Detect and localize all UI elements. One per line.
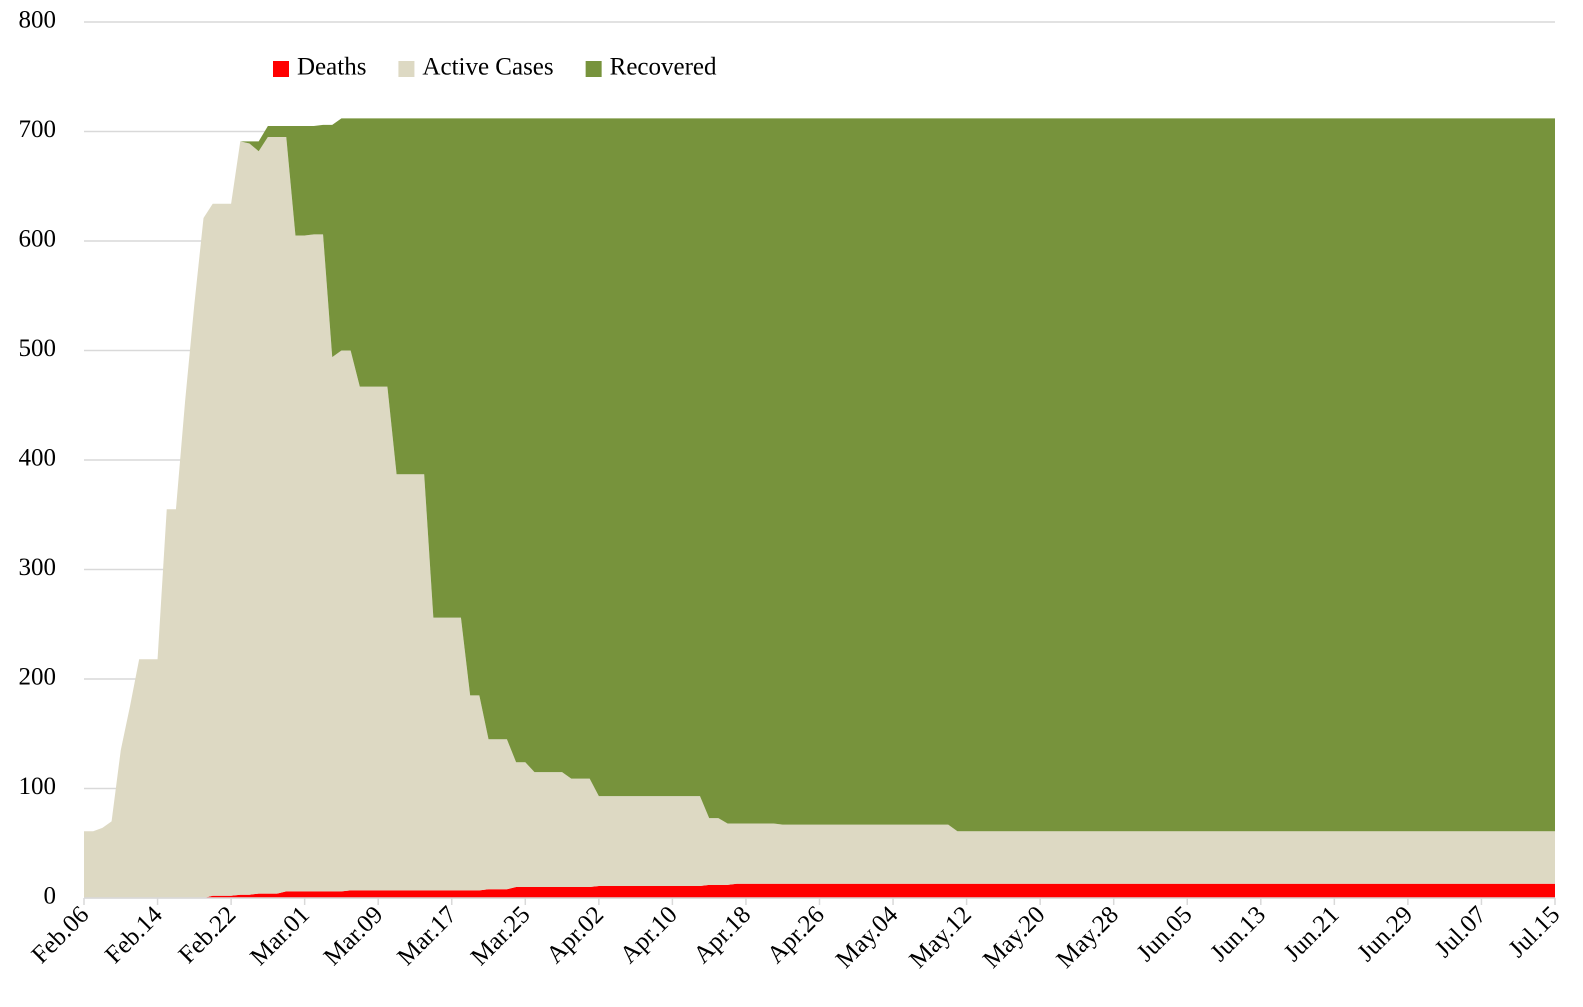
legend-item: Deaths — [273, 54, 366, 81]
x-tick-label: May.04 — [831, 901, 904, 974]
x-tick-label: Apr.02 — [541, 901, 609, 969]
legend-label: Deaths — [297, 54, 366, 81]
x-tick-label: Feb.14 — [100, 901, 168, 969]
x-tick-label: Apr.18 — [689, 901, 757, 969]
y-tick-label: 400 — [19, 445, 57, 472]
area — [84, 118, 1555, 832]
legend-swatch — [585, 61, 602, 77]
x-tick-label: Jul.07 — [1430, 901, 1492, 963]
y-tick-label: 600 — [19, 226, 57, 253]
y-tick-label: 200 — [19, 664, 57, 691]
x-tick-label: Feb.22 — [174, 901, 242, 969]
x-tick-label: Apr.10 — [615, 901, 683, 969]
x-tick-label: Jun.29 — [1352, 901, 1418, 967]
x-tick-label: Feb.06 — [27, 901, 95, 969]
x-tick-label: Apr.26 — [762, 901, 830, 969]
x-tick-label: May.12 — [904, 901, 976, 973]
legend-label: Recovered — [610, 54, 717, 81]
area — [84, 883, 1555, 898]
y-tick-label: 800 — [19, 7, 57, 34]
x-tick-label: Jul.15 — [1503, 901, 1565, 963]
legend-swatch — [398, 61, 415, 77]
legend-swatch — [273, 61, 289, 77]
legend-item: Active Cases — [398, 54, 554, 81]
x-tick-label: Mar.09 — [319, 901, 389, 971]
legend-item: Recovered — [585, 54, 717, 81]
y-tick-label: 0 — [44, 883, 57, 910]
y-tick-label: 500 — [19, 335, 57, 362]
y-tick-label: 300 — [19, 554, 57, 581]
x-tick-label: Jun.05 — [1132, 901, 1198, 967]
area — [84, 136, 1555, 899]
x-tick-label: Jun.13 — [1205, 901, 1271, 967]
x-tick-label: May.28 — [1052, 901, 1124, 973]
x-tick-label: Mar.25 — [466, 901, 536, 971]
x-tick-label: Jun.21 — [1279, 901, 1345, 967]
y-tick-label: 700 — [19, 116, 57, 143]
x-tick-label: May.20 — [978, 901, 1050, 973]
y-tick-label: 100 — [19, 773, 57, 800]
x-tick-label: Mar.17 — [392, 901, 462, 971]
x-tick-label: Mar.01 — [245, 901, 315, 971]
legend-label: Active Cases — [422, 54, 553, 81]
